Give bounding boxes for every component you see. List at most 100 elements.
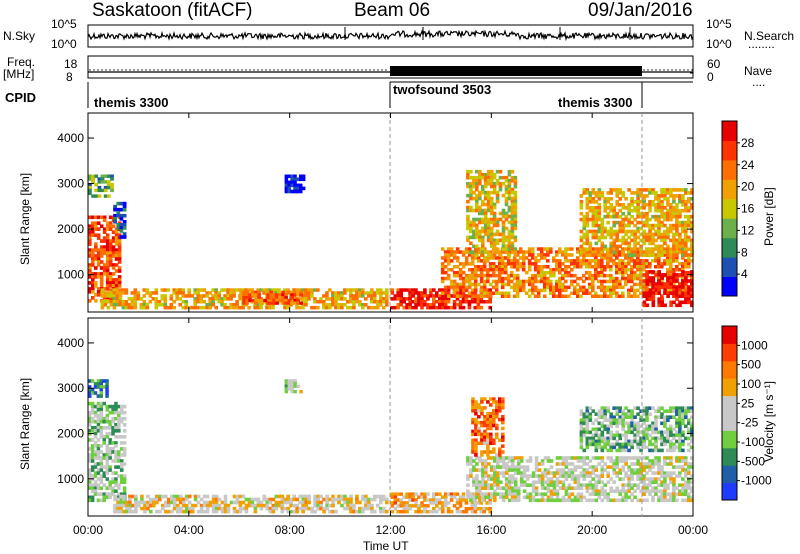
power-cell <box>411 294 415 298</box>
velocity-cell <box>597 439 602 444</box>
power-cell <box>663 273 667 277</box>
velocity-cell <box>585 409 590 413</box>
velocity-cell <box>525 492 530 496</box>
velocity-cell <box>621 459 625 463</box>
power-cell <box>504 217 509 222</box>
velocity-cell <box>618 492 622 496</box>
power-cell <box>417 294 421 298</box>
power-cell <box>606 265 610 269</box>
velocity-cell <box>90 379 95 383</box>
velocity-cell <box>594 483 599 487</box>
power-cell <box>340 297 344 301</box>
power-cell <box>639 270 643 275</box>
power-cell <box>678 250 682 255</box>
power-cell <box>469 181 473 186</box>
velocity-cell <box>172 503 177 508</box>
power-cell <box>111 263 116 267</box>
power-cell <box>479 279 484 284</box>
velocity-cell <box>588 442 593 447</box>
power-cell <box>536 259 541 263</box>
power-cell <box>489 208 494 213</box>
velocity-cell <box>585 468 590 472</box>
power-cell <box>585 270 589 275</box>
velocity-cell <box>364 506 368 511</box>
power-cell <box>304 297 308 301</box>
velocity-cell <box>576 459 581 463</box>
power-cell <box>594 253 598 257</box>
power-cell <box>486 202 491 207</box>
velocity-cell <box>105 407 109 412</box>
velocity-cell <box>193 497 198 502</box>
nave-point <box>117 69 119 71</box>
power-cell <box>645 223 649 228</box>
power-cell <box>178 288 182 292</box>
velocity-cell <box>495 423 499 428</box>
power-cell <box>633 241 637 246</box>
power-cell <box>675 273 679 277</box>
power-cell <box>509 279 514 284</box>
power-cell <box>582 223 587 228</box>
power-cell <box>108 215 113 220</box>
power-cell <box>609 279 613 284</box>
power-cell <box>466 226 470 231</box>
velocity-cell <box>639 480 643 484</box>
power-cell <box>558 247 562 251</box>
power-cell <box>681 220 685 225</box>
power-cell <box>594 194 599 198</box>
velocity-cell <box>612 406 616 410</box>
velocity-cell <box>615 409 619 413</box>
power-cell <box>316 300 320 304</box>
velocity-cell <box>636 486 640 490</box>
noise-sky-series <box>87 29 694 42</box>
power-cell <box>564 270 568 275</box>
power-cell <box>443 291 448 295</box>
velocity-cell <box>493 492 497 496</box>
nave-point <box>157 69 159 71</box>
power-cell <box>181 291 185 295</box>
power-cell <box>274 291 278 295</box>
power-cell <box>361 294 365 298</box>
velocity-cell <box>205 503 210 508</box>
velocity-cell <box>292 509 296 514</box>
power-cell <box>576 247 580 251</box>
power-cell <box>642 194 646 198</box>
velocity-cell <box>120 404 124 409</box>
power-cell <box>105 278 110 282</box>
power-cell <box>111 272 116 276</box>
velocity-cell <box>313 509 317 514</box>
power-cell <box>355 288 359 292</box>
power-cell <box>690 276 694 281</box>
velocity-cell <box>367 500 371 505</box>
velocity-cell <box>615 456 619 460</box>
power-cell <box>411 291 415 295</box>
velocity-cell <box>591 483 596 487</box>
velocity-cell <box>678 474 682 478</box>
velocity-cell <box>280 497 285 502</box>
power-cell <box>669 262 673 266</box>
nave-point <box>667 69 669 71</box>
velocity-cell <box>484 471 488 475</box>
power-cell <box>510 202 515 207</box>
power-cell <box>654 247 658 251</box>
power-cell <box>88 230 92 234</box>
velocity-cell <box>633 489 637 493</box>
power-cell <box>507 253 512 258</box>
power-cell <box>564 265 568 269</box>
power-cell <box>648 291 653 295</box>
velocity-cell <box>111 492 115 496</box>
power-cell <box>663 206 667 210</box>
power-cell <box>220 288 224 292</box>
nave-point <box>353 69 355 71</box>
power-cell <box>446 273 451 278</box>
velocity-cell <box>184 497 189 502</box>
velocity-cell <box>546 459 551 463</box>
velocity-cell <box>630 456 634 460</box>
power-cell <box>552 294 556 298</box>
power-cell <box>636 194 640 198</box>
velocity-cell <box>564 492 569 496</box>
velocity-cell <box>606 427 610 432</box>
velocity-cell <box>477 406 481 410</box>
nave-point <box>93 69 95 71</box>
velocity-cell <box>364 494 368 499</box>
velocity-cell <box>96 419 101 424</box>
